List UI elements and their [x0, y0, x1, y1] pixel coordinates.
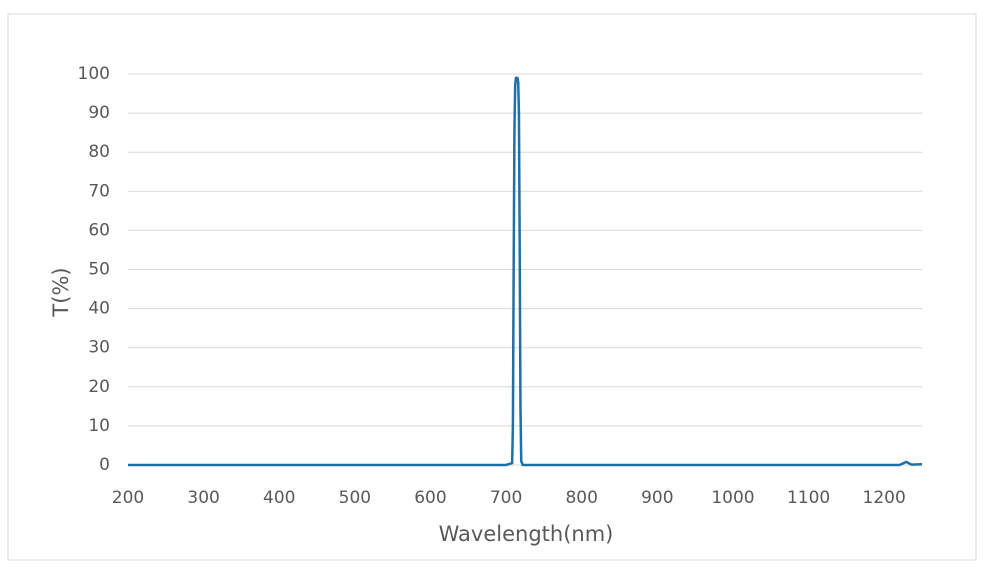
x-tick-label: 700	[490, 488, 522, 508]
x-tick-label: 1100	[787, 488, 830, 508]
y-axis-label: T(%)	[49, 267, 73, 317]
y-tick-label: 0	[99, 455, 110, 475]
x-axis-label: Wavelength(nm)	[439, 522, 614, 546]
y-tick-label: 100	[78, 64, 110, 84]
chart-frame	[7, 13, 977, 561]
x-tick-label: 300	[187, 488, 219, 508]
x-tick-label: 1200	[863, 488, 906, 508]
x-tick-label: 600	[414, 488, 446, 508]
x-tick-label: 900	[641, 488, 673, 508]
y-tick-label: 60	[88, 220, 110, 240]
y-tick-label: 20	[88, 377, 110, 397]
y-tick-label: 70	[88, 181, 110, 201]
y-tick-label: 80	[88, 142, 110, 162]
x-tick-label: 400	[263, 488, 295, 508]
y-tick-label: 50	[88, 260, 110, 280]
x-tick-label: 1000	[711, 488, 754, 508]
x-tick-label: 500	[339, 488, 371, 508]
y-tick-label: 90	[88, 103, 110, 123]
y-tick-label: 40	[88, 299, 110, 319]
x-tick-label: 200	[112, 488, 144, 508]
y-tick-label: 30	[88, 338, 110, 358]
y-tick-label: 10	[88, 416, 110, 436]
data-line	[128, 76, 923, 467]
x-tick-label: 800	[565, 488, 597, 508]
